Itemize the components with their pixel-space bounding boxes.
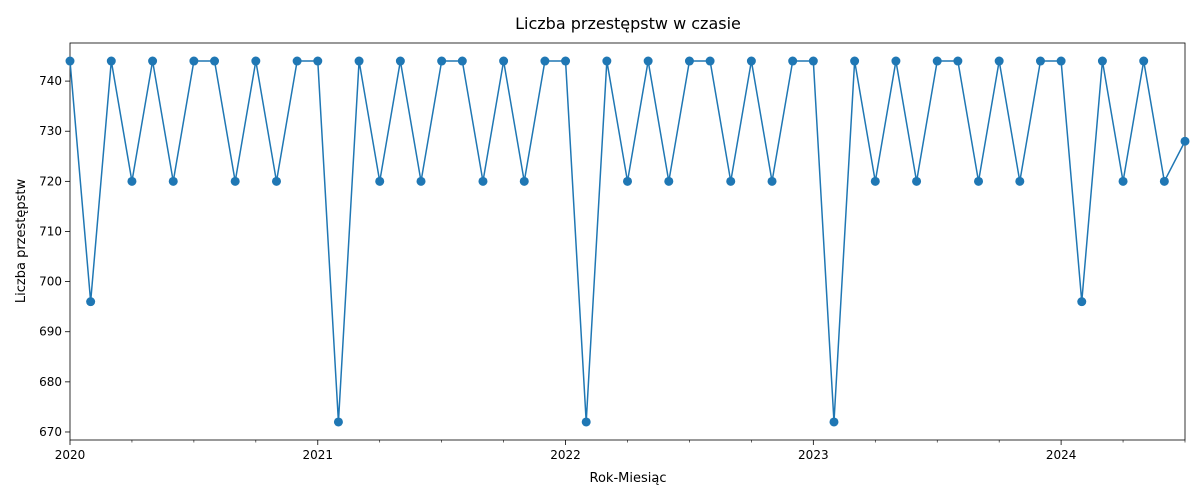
data-point — [333, 417, 343, 427]
y-tick-label: 720 — [39, 174, 62, 188]
data-point — [106, 56, 116, 66]
data-point — [808, 56, 818, 66]
data-point — [746, 56, 756, 66]
data-point — [1097, 56, 1107, 66]
data-point — [354, 56, 364, 66]
series-line — [69, 60, 1186, 422]
data-point — [932, 56, 942, 66]
data-point — [1035, 56, 1045, 66]
data-point — [602, 56, 612, 66]
data-point — [457, 56, 467, 66]
data-point — [994, 56, 1004, 66]
data-point — [127, 176, 137, 186]
data-point — [65, 56, 75, 66]
x-tick-label: 2020 — [55, 448, 86, 462]
data-point — [271, 176, 281, 186]
data-point — [499, 56, 509, 66]
x-tick-label: 2021 — [303, 448, 334, 462]
y-tick-label: 680 — [39, 375, 62, 389]
data-point — [953, 56, 963, 66]
plot-area: 2020 2021 2022 2023 2024 670 680 690 700 710 720 73… — [39, 42, 1190, 462]
data-point — [313, 56, 323, 66]
data-point — [1118, 176, 1128, 186]
data-point — [168, 176, 178, 186]
data-point — [292, 56, 302, 66]
y-tick-label: 730 — [39, 124, 62, 138]
data-point — [395, 56, 405, 66]
x-tick-label: 2023 — [798, 448, 829, 462]
y-tick-label: 690 — [39, 325, 62, 339]
y-tick-label: 670 — [39, 425, 62, 439]
y-tick-label: 700 — [39, 275, 62, 289]
data-point — [850, 56, 860, 66]
data-point — [478, 176, 488, 186]
data-point — [375, 176, 385, 186]
chart-title: Liczba przestępstw w czasie — [515, 14, 741, 33]
data-point — [251, 56, 261, 66]
data-point — [788, 56, 798, 66]
data-point — [1180, 136, 1190, 146]
data-point — [684, 56, 694, 66]
y-axis-label: Liczba przestępstw — [14, 179, 29, 304]
data-point — [519, 176, 529, 186]
data-point — [437, 56, 447, 66]
data-point — [1077, 297, 1087, 307]
data-point — [870, 176, 880, 186]
data-point — [1056, 56, 1066, 66]
data-point — [540, 56, 550, 66]
data-point — [912, 176, 922, 186]
data-point — [416, 176, 426, 186]
data-point — [189, 56, 199, 66]
data-point — [561, 56, 571, 66]
y-tick-label: 710 — [39, 224, 62, 238]
data-point — [767, 176, 777, 186]
data-point — [829, 417, 839, 427]
data-point — [1159, 176, 1169, 186]
data-point — [581, 417, 591, 427]
data-point — [643, 56, 653, 66]
x-tick-label: 2024 — [1046, 448, 1077, 462]
data-point — [230, 176, 240, 186]
data-point — [86, 297, 96, 307]
data-point — [705, 56, 715, 66]
data-point — [891, 56, 901, 66]
data-point — [974, 176, 984, 186]
data-point — [1139, 56, 1149, 66]
data-point — [726, 176, 736, 186]
y-tick-label: 740 — [39, 74, 62, 88]
data-point — [210, 56, 220, 66]
data-point — [623, 176, 632, 186]
plot-frame — [69, 42, 1186, 441]
data-point — [148, 56, 158, 66]
data-point — [664, 176, 674, 186]
x-tick-label: 2022 — [550, 448, 581, 462]
data-point — [1015, 176, 1025, 186]
x-axis-label: Rok-Miesiąc — [590, 471, 667, 486]
